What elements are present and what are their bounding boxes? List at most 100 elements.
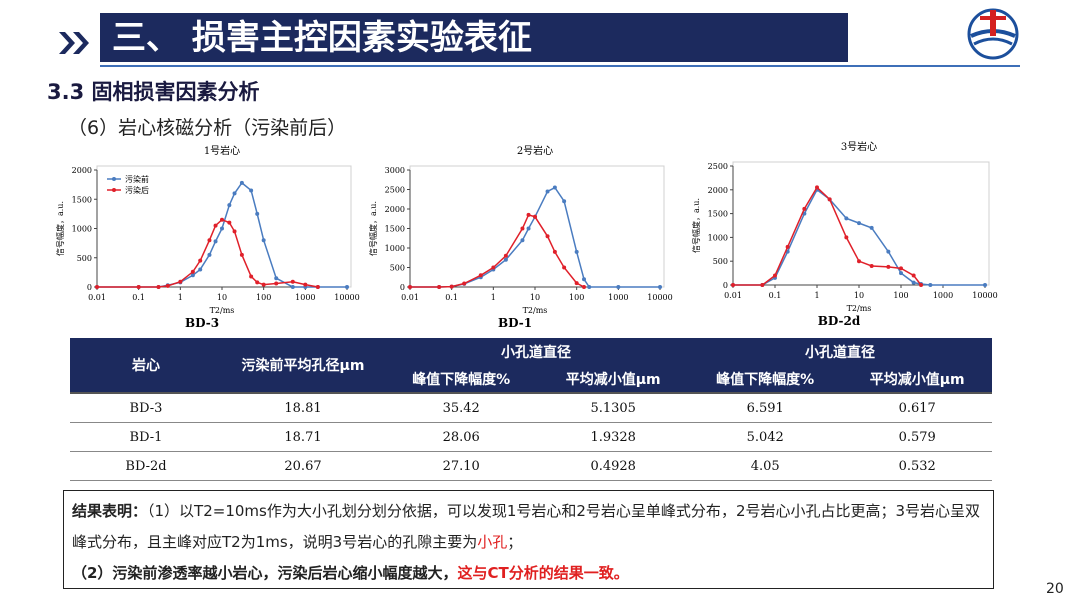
data-point bbox=[616, 285, 621, 289]
x-tick-label: 1000 bbox=[933, 291, 953, 300]
conclusion-lead: 结果表明： bbox=[72, 502, 148, 520]
data-point bbox=[574, 281, 579, 286]
data-point bbox=[802, 206, 807, 211]
series-line bbox=[97, 181, 347, 288]
table-header: 岩心 bbox=[70, 338, 222, 393]
data-point bbox=[503, 257, 508, 262]
y-tick-label: 1000 bbox=[708, 233, 728, 242]
table-cell: 6.591 bbox=[687, 392, 843, 423]
table-cell: 0.4928 bbox=[538, 451, 688, 481]
data-point bbox=[886, 249, 891, 254]
data-point bbox=[520, 238, 525, 243]
x-tick-label: 10 bbox=[530, 293, 540, 302]
data-point bbox=[232, 229, 237, 234]
chart-title: 1号岩心 bbox=[204, 144, 240, 157]
data-point bbox=[552, 185, 557, 190]
x-tick-label: 10000 bbox=[334, 293, 359, 302]
x-tick-label: 0.01 bbox=[724, 291, 742, 300]
subsection-title: （6）岩心核磁分析（污染前后） bbox=[68, 117, 347, 139]
x-tick-label: 1000 bbox=[608, 293, 628, 302]
data-point bbox=[261, 238, 266, 243]
data-point bbox=[303, 282, 308, 287]
y-tick-label: 0 bbox=[87, 283, 92, 292]
x-tick-label: 100 bbox=[893, 291, 908, 300]
x-tick-label: 1 bbox=[814, 291, 819, 300]
data-point bbox=[136, 285, 141, 289]
table-subheader: 峰值下降幅度% bbox=[384, 365, 539, 393]
data-point bbox=[562, 199, 567, 204]
data-point bbox=[785, 244, 790, 249]
table-cell: 18.81 bbox=[222, 392, 384, 423]
y-tick-label: 1500 bbox=[72, 195, 92, 204]
legend-marker bbox=[112, 188, 116, 192]
data-point bbox=[552, 249, 557, 254]
table-row: BD-3 18.81 35.42 5.1305 6.591 0.617 bbox=[70, 392, 992, 423]
data-point bbox=[574, 249, 579, 254]
data-point bbox=[255, 280, 260, 285]
plot-frame bbox=[96, 165, 352, 288]
table-cell: 5.1305 bbox=[538, 392, 688, 423]
data-point bbox=[220, 226, 224, 231]
data-point bbox=[290, 285, 295, 289]
data-point bbox=[869, 225, 874, 230]
legend-marker bbox=[112, 177, 116, 181]
data-point bbox=[526, 212, 531, 217]
chart-caption: BD-2d bbox=[818, 314, 861, 328]
data-point bbox=[844, 235, 849, 240]
page-number: 20 bbox=[1046, 581, 1064, 597]
y-axis-label: 信号幅度，a.u. bbox=[368, 201, 378, 256]
y-tick-label: 1000 bbox=[385, 244, 405, 253]
table-cell: 18.71 bbox=[222, 422, 384, 452]
table-header: 小孔道直径 bbox=[687, 338, 992, 365]
chart-title: 3号岩心 bbox=[841, 140, 877, 153]
x-tick-label: 10 bbox=[854, 291, 864, 300]
data-point bbox=[911, 280, 916, 285]
data-point bbox=[582, 285, 587, 289]
table-subheader: 平均减小值μm bbox=[842, 365, 992, 393]
x-tick-label: 1 bbox=[178, 293, 183, 302]
series-line bbox=[97, 218, 319, 288]
series-line bbox=[410, 213, 585, 288]
x-tick-label: 0.01 bbox=[401, 293, 419, 302]
data-point bbox=[165, 283, 170, 288]
y-tick-label: 1000 bbox=[72, 225, 92, 234]
data-point bbox=[899, 266, 903, 271]
data-point bbox=[345, 285, 349, 289]
x-tick-label: 0.01 bbox=[88, 293, 106, 302]
conclusion-highlight: 小孔 bbox=[477, 533, 508, 551]
data-point bbox=[190, 269, 195, 274]
data-point bbox=[844, 216, 849, 221]
data-point bbox=[886, 264, 891, 269]
conclusion-text: （1）以T2=10ms作为大小孔划分划分依据，可以发现1号岩心和2号岩心呈单峰式… bbox=[72, 502, 981, 551]
data-point bbox=[899, 271, 903, 276]
data-point bbox=[983, 283, 987, 287]
x-tick-label: 10000 bbox=[647, 293, 672, 302]
y-tick-label: 0 bbox=[400, 283, 405, 292]
data-point bbox=[587, 285, 592, 289]
data-point bbox=[760, 283, 765, 287]
series-line bbox=[410, 186, 660, 288]
chart-caption: BD-1 bbox=[498, 316, 532, 330]
table-cell: 28.06 bbox=[384, 422, 539, 452]
y-tick-label: 3000 bbox=[385, 166, 405, 175]
data-point bbox=[249, 274, 254, 279]
data-point bbox=[545, 234, 550, 239]
table-cell: BD-3 bbox=[70, 392, 222, 423]
data-point bbox=[239, 252, 244, 257]
data-point bbox=[249, 188, 254, 193]
data-point bbox=[156, 285, 161, 289]
table-cell: 0.617 bbox=[842, 392, 992, 423]
data-point bbox=[526, 226, 531, 231]
data-point bbox=[227, 203, 232, 208]
chart-caption: BD-3 bbox=[185, 316, 219, 330]
y-tick-label: 500 bbox=[77, 254, 92, 263]
series-line bbox=[733, 186, 922, 286]
data-point bbox=[213, 223, 218, 228]
x-axis-label: T2/ms bbox=[210, 306, 235, 315]
data-point bbox=[274, 276, 279, 281]
data-point bbox=[658, 285, 662, 289]
data-point bbox=[239, 180, 244, 185]
data-point bbox=[919, 283, 924, 287]
data-point bbox=[520, 226, 525, 231]
